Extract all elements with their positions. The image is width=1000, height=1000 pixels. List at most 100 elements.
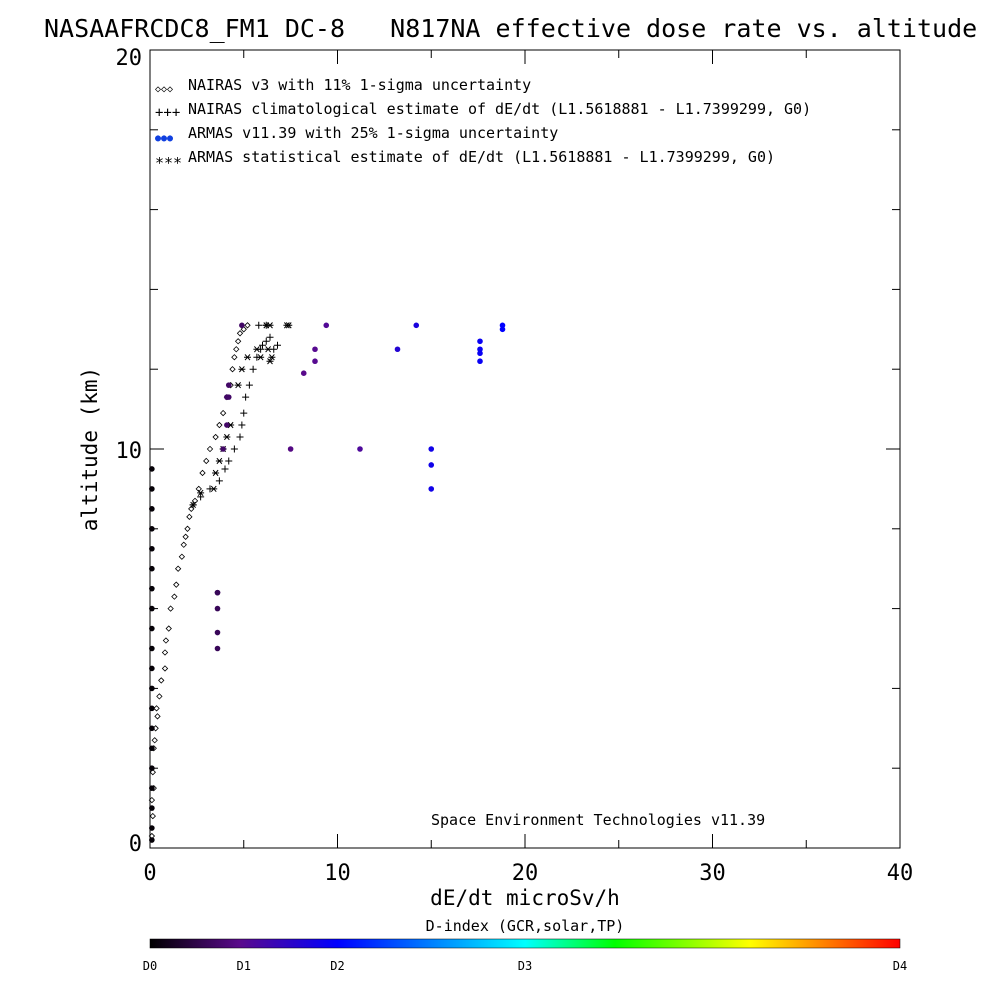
armas-statistical-point <box>223 433 231 441</box>
nairas-v3-point <box>244 322 251 329</box>
armas-point <box>149 625 155 632</box>
armas-point <box>477 346 483 353</box>
colorbar-label: D4 <box>893 959 907 973</box>
armas-statistical-point <box>266 358 274 365</box>
nairas-v3-point <box>161 665 169 672</box>
armas-point <box>149 725 155 732</box>
nairas-v3-point <box>178 553 186 560</box>
colorbar-label: D0 <box>143 959 157 973</box>
armas-point <box>149 745 155 752</box>
armas-point <box>149 837 155 843</box>
nairas-v3-point <box>161 649 169 656</box>
armas-point <box>149 785 155 791</box>
colorbar-title: D-index (GCR,solar,TP) <box>426 917 625 935</box>
colorbar-label: D1 <box>237 959 251 973</box>
nairas-v3-point <box>173 581 180 588</box>
nairas-v3-point <box>167 605 174 612</box>
x-tick-label-40: 40 <box>887 861 914 886</box>
armas-point <box>149 526 155 532</box>
armas-point <box>323 322 330 329</box>
armas-point <box>428 446 435 452</box>
nairas-climatological-point <box>230 445 238 453</box>
legend-label-nairas-clim: NAIRAS climatological estimate of dE/dt … <box>188 100 811 118</box>
nairas-v3-point <box>162 637 170 644</box>
nairas-climatological-point <box>197 493 205 501</box>
armas-point <box>220 446 226 452</box>
nairas-climatological-point <box>249 365 257 373</box>
armas-point <box>149 645 155 652</box>
armas-statistical-point <box>264 346 272 353</box>
nairas-v3-point <box>154 713 161 720</box>
nairas-v3-point <box>151 737 158 744</box>
nairas-climatological-point <box>266 333 274 341</box>
nairas-v3-point <box>199 469 206 477</box>
armas-point <box>477 338 483 345</box>
armas-point <box>149 705 155 712</box>
legend-label-armas-stat: ARMAS statistical estimate of dE/dt (L1.… <box>188 148 775 166</box>
nairas-v3-point <box>153 705 160 712</box>
nairas-climatological-point <box>236 433 244 441</box>
nairas-v3-point <box>174 565 182 572</box>
armas-statistical-point <box>268 354 276 361</box>
legend-label-armas: ARMAS v11.39 with 25% 1-sigma uncertaint… <box>188 124 558 142</box>
armas-point <box>214 605 221 612</box>
nairas-v3-point <box>149 812 156 820</box>
nairas-v3-point <box>158 677 165 684</box>
nairas-v3-point <box>233 346 240 353</box>
nairas-v3-point <box>186 513 193 520</box>
y-axis-title: altitude (km) <box>78 367 102 531</box>
legend-marker-plus: +++ <box>155 105 180 121</box>
armas-point <box>428 486 435 492</box>
armas-point <box>214 589 221 596</box>
nairas-climatological-point <box>221 465 229 473</box>
nairas-climatological-point <box>245 381 253 389</box>
x-tick-label-30: 30 <box>699 861 726 886</box>
nairas-climatological-point <box>225 457 233 465</box>
nairas-climatological-point <box>242 393 250 401</box>
nairas-v3-point <box>212 433 219 441</box>
credit-annotation: Space Environment Technologies v11.39 <box>431 811 765 829</box>
armas-point <box>428 462 435 468</box>
armas-statistical-point <box>215 457 223 465</box>
armas-point <box>312 346 318 353</box>
nairas-v3-point <box>148 796 156 804</box>
y-tick-label-10: 10 <box>116 439 143 464</box>
armas-statistical-point <box>257 354 265 361</box>
armas-point <box>357 446 363 452</box>
armas-point <box>499 326 506 333</box>
nairas-v3-point <box>229 366 236 373</box>
nairas-climatological-point <box>274 341 281 349</box>
armas-statistical-point <box>244 354 251 361</box>
armas-statistical-point <box>210 485 218 493</box>
x-tick-label-0: 0 <box>143 861 156 886</box>
armas-point <box>149 486 155 492</box>
y-tick-label-0: 0 <box>129 832 142 857</box>
nairas-v3-point <box>216 421 223 429</box>
armas-point <box>239 322 245 329</box>
armas-point <box>413 322 420 329</box>
nairas-climatological-point <box>262 337 270 345</box>
armas-point <box>149 506 155 512</box>
nairas-v3-point <box>182 533 189 540</box>
armas-point <box>477 358 483 365</box>
armas-statistical-point <box>238 366 246 373</box>
plot-frame <box>149 49 901 849</box>
nairas-v3-point <box>149 769 156 776</box>
colorbar <box>149 938 901 949</box>
nairas-v3-point <box>206 445 214 453</box>
nairas-climatological-point <box>255 321 263 329</box>
armas-statistical-point <box>285 322 293 329</box>
armas-statistical-point <box>189 501 197 508</box>
legend-marker-dot: ●●● <box>155 133 173 144</box>
legend-label-nairas-v3: NAIRAS v3 with 11% 1-sigma uncertainty <box>188 76 531 94</box>
colorbar-label: D2 <box>330 959 344 973</box>
nairas-v3-point <box>156 693 163 700</box>
nairas-climatological-point <box>238 421 246 429</box>
armas-point <box>300 370 307 376</box>
armas-point <box>214 629 221 636</box>
legend-marker-asterisk: *** <box>155 154 182 172</box>
armas-point <box>499 322 506 329</box>
legend-marker-diamond: ◇◇◇ <box>155 84 173 95</box>
armas-point <box>149 685 155 692</box>
